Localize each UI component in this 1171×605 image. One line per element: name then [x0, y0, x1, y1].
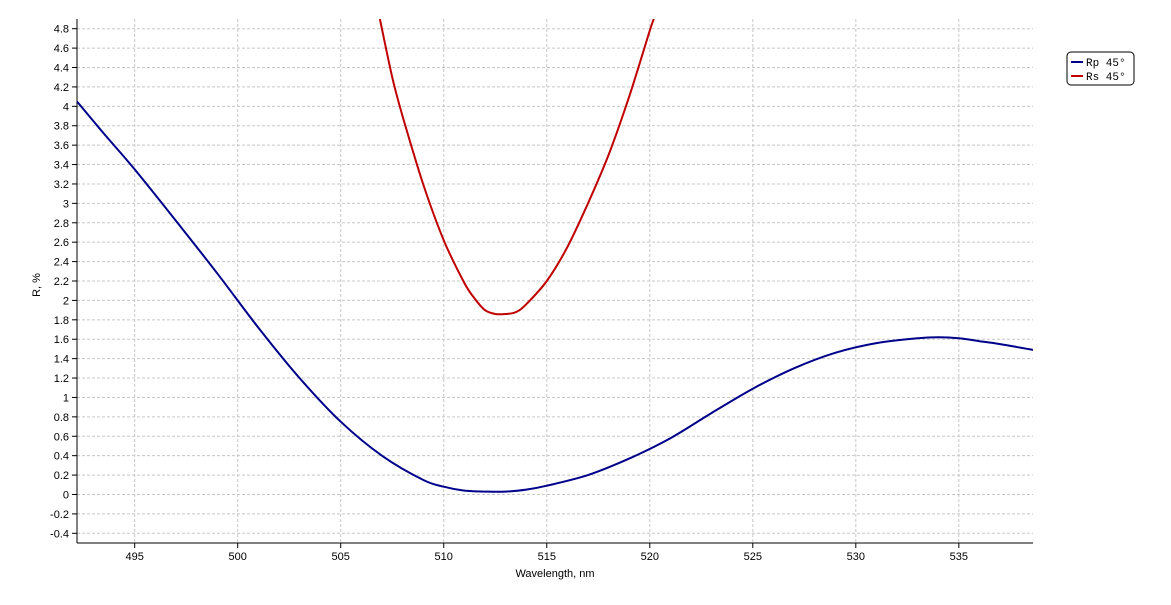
y-tick-label: 4.2 [54, 82, 69, 94]
series-line-rp [77, 100, 1033, 493]
y-tick-label: 0 [63, 489, 69, 501]
x-tick-label: 535 [950, 551, 968, 563]
x-tick-label: 530 [847, 551, 865, 563]
y-tick-label: 1.4 [54, 354, 69, 366]
y-tick-label: 2.8 [54, 218, 69, 230]
y-tick-label: 3.4 [54, 160, 69, 172]
legend-label-rp: Rp 45° [1086, 58, 1126, 70]
x-tick-label: 500 [229, 551, 247, 563]
legend-box [1066, 51, 1135, 86]
y-tick-label: 3.2 [54, 179, 69, 191]
y-tick-label: 1 [63, 392, 69, 404]
y-tick-label: 0.4 [54, 451, 69, 463]
y-tick-label: 1.2 [54, 373, 69, 385]
y-tick-label: 2.4 [54, 257, 69, 269]
x-tick-label: 515 [538, 551, 556, 563]
series-line-rs [378, 19, 655, 316]
x-tick-label: 510 [435, 551, 453, 563]
x-tick-label: 505 [332, 551, 350, 563]
series-layer [77, 19, 1033, 493]
tick-labels: 495 500 505 510 515 520 525 530 535 -0.4 -0.2 0 0.2 0… [50, 24, 968, 563]
axes [72, 19, 1033, 548]
y-tick-label: 4.4 [54, 63, 69, 75]
y-tick-label: 2.6 [54, 237, 69, 249]
y-tick-label: 3.8 [54, 121, 69, 133]
y-tick-label: 1.6 [54, 334, 69, 346]
grid [77, 19, 1033, 543]
x-tick-label: 495 [126, 551, 144, 563]
legend-label-rs: Rs 45° [1086, 72, 1126, 84]
x-tick-label: 525 [744, 551, 762, 563]
y-tick-label: 3 [63, 198, 69, 210]
legend: Rp 45° Rs 45° [1066, 51, 1135, 86]
y-tick-label: 1.8 [54, 315, 69, 327]
y-tick-label: 2 [63, 295, 69, 307]
y-axis-title: R, % [31, 273, 43, 297]
y-tick-label: 0.2 [54, 470, 69, 482]
y-tick-label: 4.6 [54, 43, 69, 55]
y-tick-label: 2.2 [54, 276, 69, 288]
y-tick-label: 3.6 [54, 140, 69, 152]
y-tick-label: -0.4 [50, 528, 69, 540]
x-tick-label: 520 [641, 551, 659, 563]
y-tick-label: -0.2 [50, 509, 69, 521]
y-tick-label: 4.8 [54, 24, 69, 36]
y-tick-label: 4 [63, 101, 69, 113]
y-tick-label: 0.6 [54, 431, 69, 443]
x-axis-title: Wavelength, nm [515, 568, 594, 580]
y-tick-label: 0.8 [54, 412, 69, 424]
